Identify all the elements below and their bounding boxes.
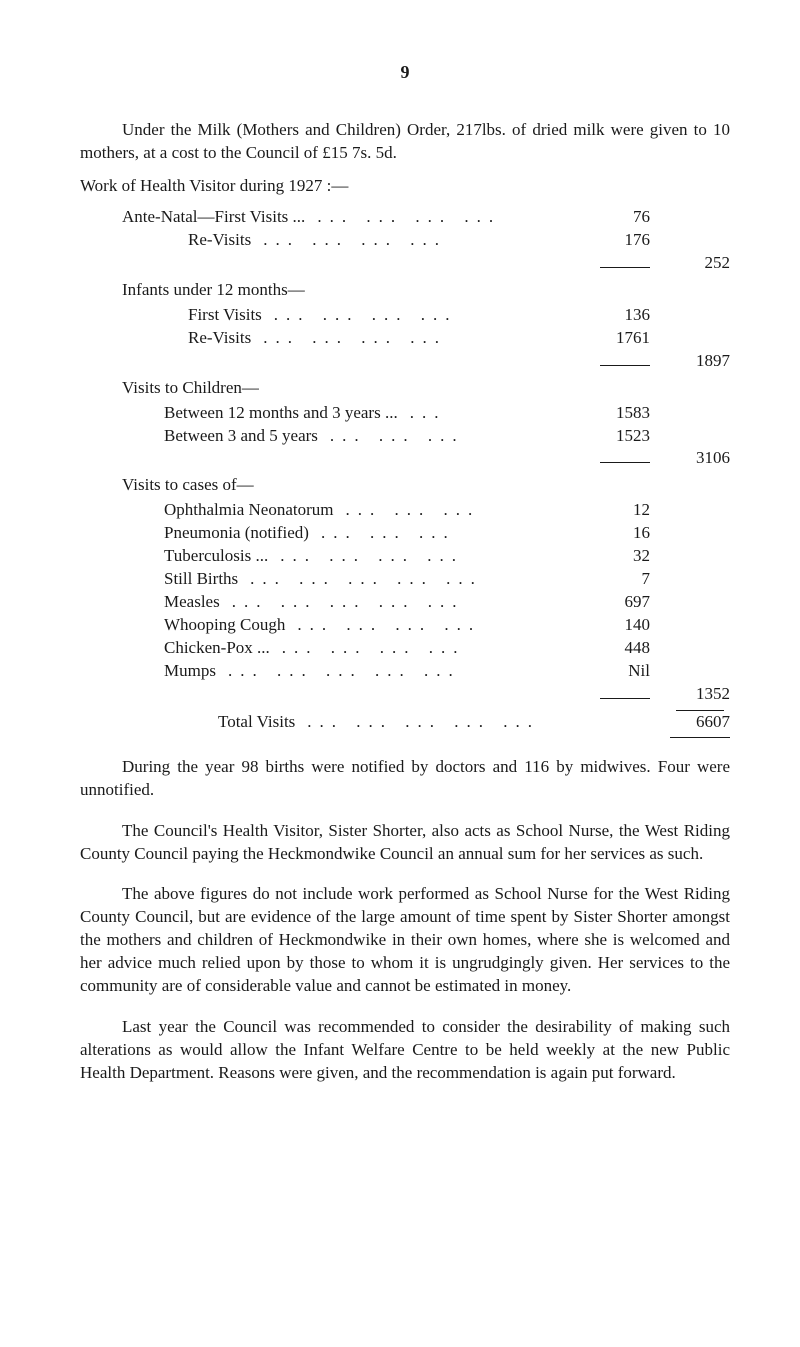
body-paragraph: During the year 98 births were notified … [80, 756, 730, 802]
case-value: 7 [590, 568, 650, 591]
dot-leader: ... [398, 402, 590, 425]
intro-paragraph: Under the Milk (Mothers and Children) Or… [80, 119, 730, 165]
rule [600, 365, 650, 366]
children-line1-value: 1583 [590, 402, 650, 425]
dot-leader: ... ... ... ... ... [238, 568, 590, 591]
dot-leader: ... ... ... ... [305, 206, 590, 229]
case-label: Mumps [164, 660, 216, 683]
case-label: Measles [164, 591, 220, 614]
dot-leader: ... ... ... ... [268, 545, 590, 568]
dot-leader: ... ... ... [334, 499, 591, 522]
case-label: Still Births [164, 568, 238, 591]
dot-leader: ... ... ... ... ... [216, 660, 590, 683]
children-subtotal: 3106 [670, 447, 730, 470]
children-line1-label: Between 12 months and 3 years ... [164, 402, 398, 425]
total-value: 6607 [670, 711, 730, 738]
dot-leader: ... ... ... [309, 522, 590, 545]
dot-leader: ... ... ... ... [251, 229, 590, 252]
infants-heading: Infants under 12 months— [122, 279, 730, 302]
dot-leader: ... ... ... ... [285, 614, 590, 637]
dot-leader: ... ... ... ... [251, 327, 590, 350]
infants-revisits-label: Re-Visits [188, 327, 251, 350]
ante-natal-subtotal: 252 [670, 252, 730, 275]
children-block: Visits to Children— Between 12 months an… [122, 377, 730, 471]
case-label: Pneumonia (notified) [164, 522, 309, 545]
dot-leader: ... ... ... ... ... [220, 591, 590, 614]
infants-first-value: 136 [590, 304, 650, 327]
case-label: Ophthalmia Neonatorum [164, 499, 334, 522]
case-value: 697 [590, 591, 650, 614]
infants-first-label: First Visits [188, 304, 262, 327]
ante-natal-first-label: Ante-Natal—First Visits ... [122, 206, 305, 229]
dot-leader: ... ... ... [318, 425, 590, 448]
cases-block: Visits to cases of— Ophthalmia Neonatoru… [122, 474, 730, 705]
case-value: 448 [590, 637, 650, 660]
case-value: 16 [590, 522, 650, 545]
work-heading: Work of Health Visitor during 1927 :— [80, 175, 730, 198]
body-paragraph: The above figures do not include work pe… [80, 883, 730, 998]
cases-subtotal: 1352 [670, 683, 730, 706]
rule [600, 462, 650, 463]
dot-leader: ... ... ... ... [262, 304, 590, 327]
rule [600, 267, 650, 268]
case-value: 12 [590, 499, 650, 522]
case-value: Nil [590, 660, 650, 683]
case-value: 140 [590, 614, 650, 637]
children-heading: Visits to Children— [122, 377, 730, 400]
infants-block: Infants under 12 months— First Visits ..… [122, 279, 730, 373]
rule [600, 698, 650, 699]
cases-heading: Visits to cases of— [122, 474, 730, 497]
children-line2-value: 1523 [590, 425, 650, 448]
case-label: Tuberculosis ... [164, 545, 268, 568]
ante-natal-block: Ante-Natal—First Visits ... ... ... ... … [122, 206, 730, 275]
page-number: 9 [80, 60, 730, 84]
ante-natal-revisits-value: 176 [590, 229, 650, 252]
case-label: Chicken-Pox ... [164, 637, 270, 660]
ante-natal-revisits-label: Re-Visits [188, 229, 251, 252]
case-label: Whooping Cough [164, 614, 285, 637]
children-line2-label: Between 3 and 5 years [164, 425, 318, 448]
ante-natal-first-value: 76 [590, 206, 650, 229]
dot-leader: ... ... ... ... ... [295, 711, 650, 734]
case-value: 32 [590, 545, 650, 568]
total-row: Total Visits ... ... ... ... ... 6607 [122, 711, 730, 738]
infants-subtotal: 1897 [670, 350, 730, 373]
body-paragraph: Last year the Council was recommended to… [80, 1016, 730, 1085]
infants-revisits-value: 1761 [590, 327, 650, 350]
total-label: Total Visits [218, 711, 295, 734]
dot-leader: ... ... ... ... [270, 637, 590, 660]
body-paragraph: The Council's Health Visitor, Sister Sho… [80, 820, 730, 866]
